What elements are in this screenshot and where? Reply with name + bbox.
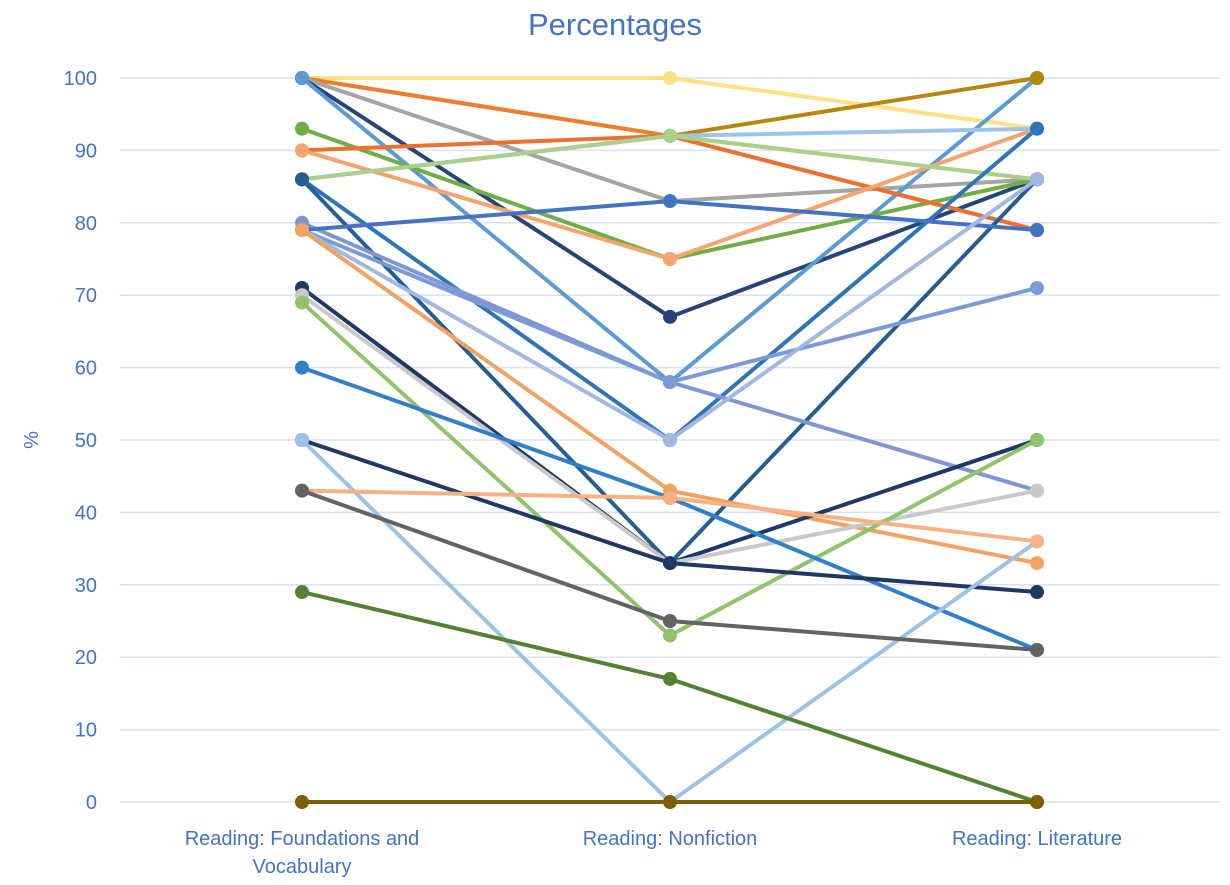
data-point [1030,556,1044,571]
x-tick-label: Reading: Literature [952,828,1122,850]
series-line [300,76,1039,385]
data-point [1030,121,1044,136]
x-tick-label: Reading: Foundations and Vocabulary [185,828,420,878]
data-point [295,71,309,85]
data-point [295,795,309,809]
data-point [663,375,677,390]
data-point [663,194,677,209]
data-point [663,309,677,324]
x-tick-label: Reading: Nonfiction [583,828,758,850]
data-point [663,628,677,643]
series-line [300,126,1039,442]
data-point [1030,172,1044,187]
y-axis-ticks: 0 10 20 30 40 50 60 70 80 90 100 [64,68,97,814]
data-point [295,433,309,447]
data-point [663,252,677,266]
data-point [295,585,309,600]
data-point [295,172,309,187]
series-line [300,293,1039,566]
chart-title: Percentages [528,7,702,42]
data-point [1030,223,1044,238]
y-tick-label: 0 [86,792,97,814]
data-point [295,483,309,498]
data-point [663,71,677,85]
data-point [295,121,309,136]
y-tick-label: 10 [75,720,97,742]
data-point [1030,483,1044,498]
data-point [1030,280,1044,295]
series-line [300,285,1039,566]
data-point [1030,433,1044,447]
x-tick-label-line: Reading: Nonfiction [583,828,758,850]
data-point [663,671,677,686]
y-tick-label: 80 [75,213,97,235]
x-tick-label-line: Reading: Literature [952,828,1122,850]
data-point [1030,642,1044,657]
y-axis-label: % [21,431,43,449]
y-tick-label: 50 [75,430,97,452]
series-line [300,76,1039,131]
data-point [295,295,309,310]
data-point [663,128,677,143]
data-point [295,143,309,158]
data-point [663,614,677,628]
data-point [1030,534,1044,549]
y-tick-label: 30 [75,575,97,597]
x-axis-ticks: Reading: Foundations and VocabularyReadin… [185,828,1122,878]
data-point [295,360,309,375]
y-tick-label: 70 [75,285,97,307]
data-point [663,433,677,447]
data-point [663,556,677,571]
y-tick-label: 20 [75,647,97,669]
series-line [300,365,1039,652]
x-tick-label-line: Vocabulary [253,856,352,878]
data-point [295,223,309,238]
y-tick-label: 40 [75,502,97,524]
x-tick-label-line: Reading: Foundations and [185,828,420,850]
data-point [1030,71,1044,85]
y-tick-label: 90 [75,140,97,162]
series-line [300,76,1039,182]
series-points [295,71,1044,809]
y-tick-label: 60 [75,358,97,380]
data-point [663,490,677,505]
data-point [1030,795,1044,809]
series-line [300,76,1039,182]
data-point [1030,585,1044,600]
data-point [663,795,677,809]
y-tick-label: 100 [64,68,97,90]
